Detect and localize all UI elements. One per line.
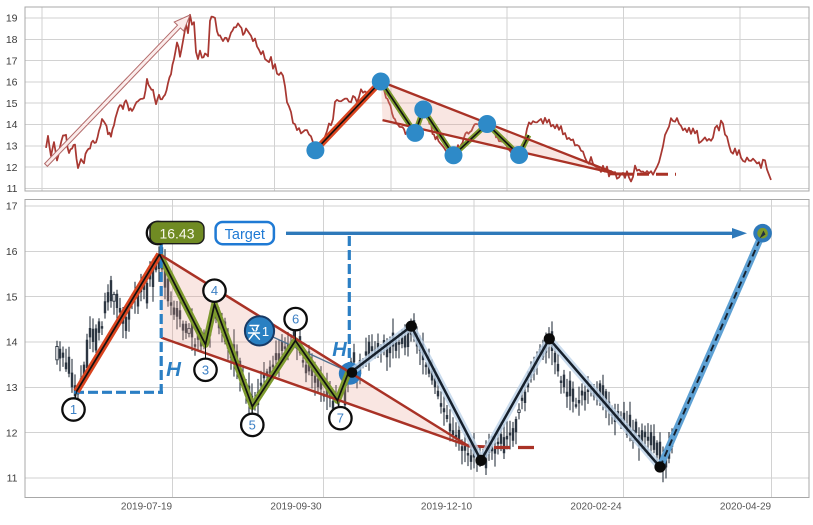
svg-text:15: 15 xyxy=(6,98,18,110)
svg-text:12: 12 xyxy=(6,427,18,439)
svg-text:13: 13 xyxy=(6,141,18,153)
svg-text:7: 7 xyxy=(337,411,344,426)
svg-text:2019-07-19: 2019-07-19 xyxy=(121,502,173,513)
svg-text:1: 1 xyxy=(262,324,269,339)
svg-text:14: 14 xyxy=(6,337,18,349)
svg-text:16: 16 xyxy=(6,246,18,258)
svg-text:3: 3 xyxy=(202,362,209,377)
svg-text:17: 17 xyxy=(6,55,18,67)
svg-text:13: 13 xyxy=(6,382,18,394)
svg-text:14: 14 xyxy=(6,119,18,131)
svg-text:17: 17 xyxy=(6,201,18,213)
svg-text:Target: Target xyxy=(225,227,265,243)
svg-text:5: 5 xyxy=(249,417,256,432)
svg-text:2019-09-30: 2019-09-30 xyxy=(270,502,322,513)
svg-text:12: 12 xyxy=(6,162,18,174)
svg-text:H: H xyxy=(166,358,182,381)
svg-text:H: H xyxy=(332,339,347,361)
svg-text:2020-04-29: 2020-04-29 xyxy=(720,502,772,513)
svg-text:16.43: 16.43 xyxy=(159,225,194,241)
svg-text:4: 4 xyxy=(211,283,218,298)
svg-text:18: 18 xyxy=(6,34,18,46)
svg-text:11: 11 xyxy=(7,473,18,485)
svg-text:15: 15 xyxy=(6,291,18,303)
svg-text:2019-12-10: 2019-12-10 xyxy=(421,502,473,513)
svg-text:1: 1 xyxy=(70,402,77,417)
svg-text:16: 16 xyxy=(6,77,18,89)
svg-text:19: 19 xyxy=(6,13,18,25)
svg-text:11: 11 xyxy=(7,183,18,195)
svg-text:2020-02-24: 2020-02-24 xyxy=(570,502,622,513)
svg-text:6: 6 xyxy=(292,312,299,327)
